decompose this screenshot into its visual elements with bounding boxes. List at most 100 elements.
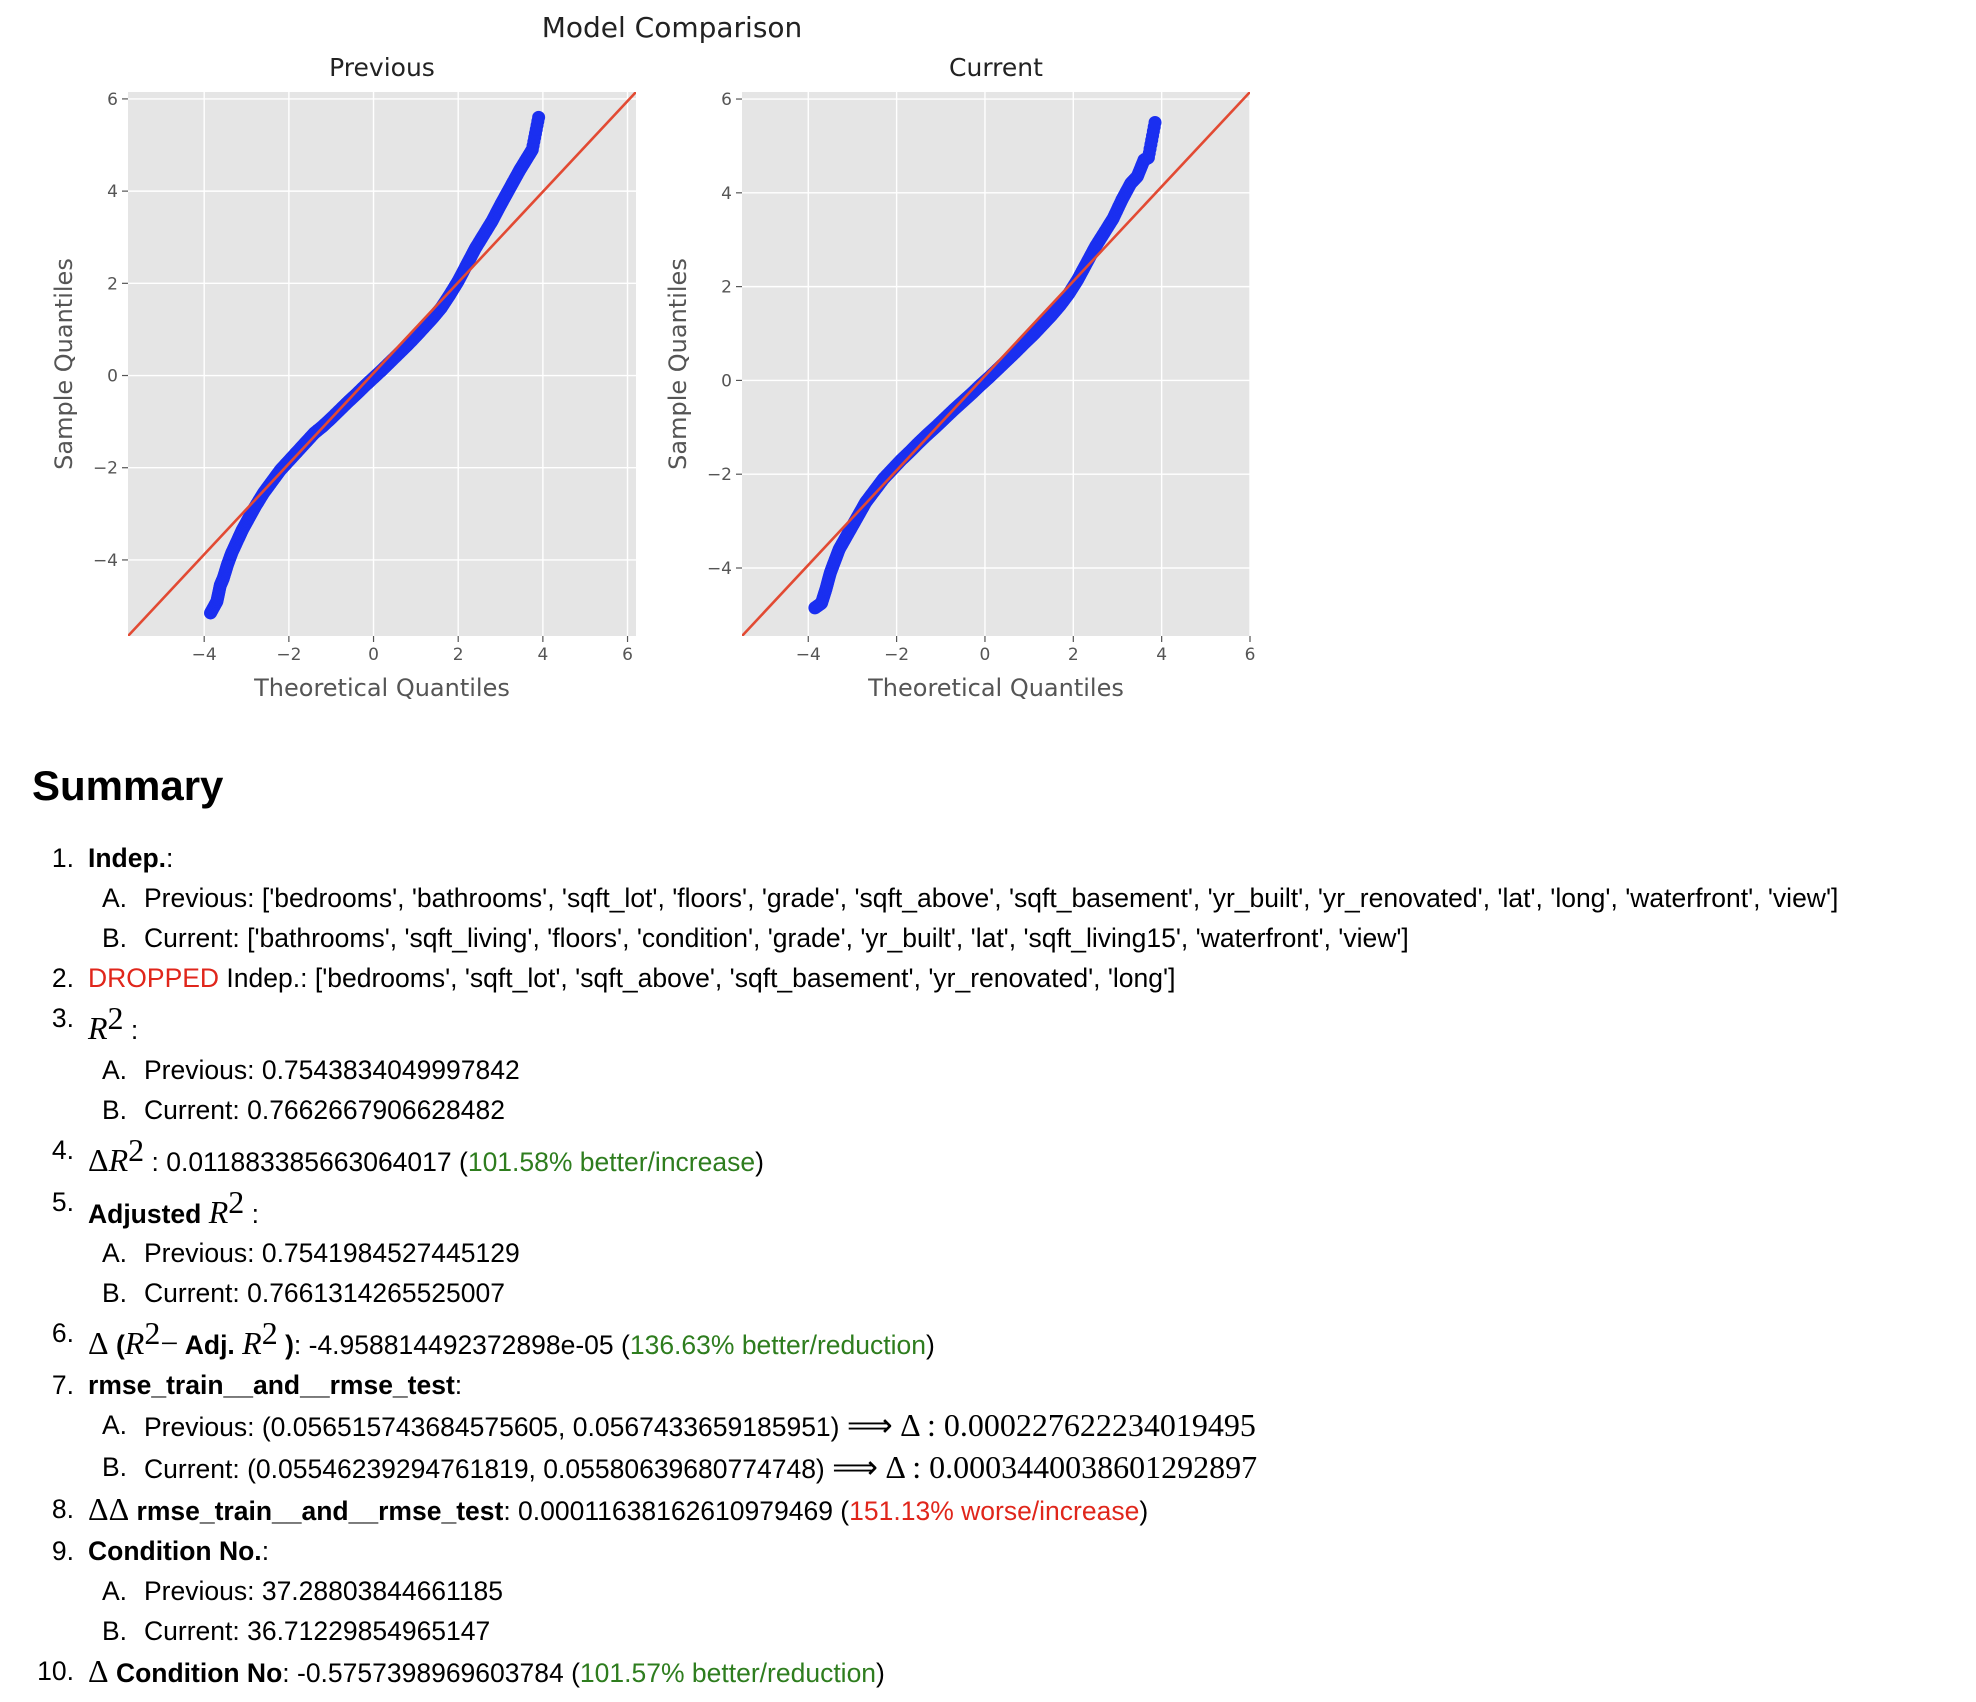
open-paren: ( <box>108 1330 125 1361</box>
list-item: 4. ΔR2 : 0.011883385663064017 (101.58% b… <box>30 1130 1960 1182</box>
item-label: Adjusted <box>88 1198 209 1229</box>
sub-item: A. Previous: (0.05651574368457560​5, 0.05… <box>88 1405 1960 1447</box>
item-number: 9. <box>51 1536 74 1567</box>
x-tick-label: −2 <box>276 645 301 665</box>
x-tick-label: −2 <box>884 645 909 665</box>
colon: : <box>166 843 174 873</box>
item-number: 10. <box>37 1656 74 1687</box>
r-symbol: R <box>242 1325 262 1362</box>
sub-list: A. Previous: ['bedrooms', 'bathrooms', 's… <box>88 878 1960 958</box>
y-tick-label: 0 <box>107 367 118 387</box>
sub-item: B. Current: 0.7662667906628482 <box>88 1090 1960 1130</box>
item-number: 1. <box>51 843 74 873</box>
item-label: rmse_train__and__rmse_test <box>129 1496 504 1527</box>
y-tick-label: 4 <box>107 182 118 202</box>
sub-list: A. Previous: 37.28803844661185 B. Current:… <box>88 1571 1960 1651</box>
reference-line <box>128 92 636 636</box>
implies-arrow: ⟹ <box>832 1449 879 1486</box>
sub-list: A. Previous: 0.7541984527445129 B. Current… <box>88 1233 1960 1313</box>
list-item: 9. Condition No.: A. Previous: 37.2880384… <box>30 1531 1960 1651</box>
change-note: 136.63% better/reduction <box>629 1330 926 1361</box>
minus-symbol: − <box>160 1325 179 1362</box>
sub-letter: A. <box>102 1238 128 1269</box>
list-item: 6. Δ (R2− Adj. R2 ): -4.958814492372898e… <box>30 1313 1960 1365</box>
x-tick-label: 6 <box>622 645 633 665</box>
sub-item: A. Previous: 37.28803844661185 <box>88 1571 1960 1611</box>
x-tick-label: 2 <box>453 645 464 665</box>
y-tick-label: −4 <box>707 559 732 579</box>
data-point <box>532 110 546 124</box>
x-tick-label: 2 <box>1068 645 1079 665</box>
data-point <box>1148 115 1162 129</box>
r-symbol: R <box>88 1009 108 1046</box>
list-item: 2. DROPPED Indep.: ['bedrooms', 'sqft_lo… <box>30 958 1960 998</box>
sub-letter: A. <box>102 883 128 913</box>
list-item: 7. rmse_train__and__rmse_test: A. Previou… <box>30 1365 1960 1489</box>
superscript: 2 <box>261 1315 278 1352</box>
sub-letter: A. <box>102 1410 128 1441</box>
list-item: 5. Adjusted R2 : A. Previous: 0.754198452… <box>30 1182 1960 1314</box>
item-number: 4. <box>51 1134 74 1165</box>
colon: : <box>123 1014 139 1045</box>
subplot-title: Previous <box>329 53 435 82</box>
sub-letter: B. <box>102 1452 128 1483</box>
sub-item: B. Current: (0.05546239294761819, 0.05580… <box>88 1447 1960 1489</box>
item-number: 2. <box>51 963 74 993</box>
colon: : <box>244 1198 260 1229</box>
delta-value: Δ : 0.000227622234019495 <box>900 1407 1256 1444</box>
sub-text: Previous: 0.7543834049997842 <box>144 1054 520 1085</box>
y-tick-label: 2 <box>721 278 732 298</box>
sub-text: Current: 36.71229854965147 <box>144 1616 491 1647</box>
summary-list: 1. Indep.: A. Previous: ['bedrooms', 'bat… <box>30 838 1960 1693</box>
change-note: 151.13% worse/increase <box>849 1496 1140 1527</box>
superscript: 2 <box>128 1131 145 1168</box>
item-number: 5. <box>51 1186 74 1217</box>
sub-letter: A. <box>102 1054 128 1085</box>
r-symbol: R <box>208 1193 229 1230</box>
x-tick-label: 0 <box>980 645 991 665</box>
change-note: 101.57% better/reduction <box>579 1658 877 1689</box>
subplot-title: Current <box>949 53 1043 82</box>
sub-text: Current: (0.05546239294761819, 0.0558063… <box>144 1454 825 1485</box>
y-tick-label: 6 <box>107 90 118 110</box>
y-tick-label: −2 <box>93 459 118 479</box>
sub-item: A. Previous: ['bedrooms', 'bathrooms', 's… <box>88 878 1960 918</box>
item-number: 7. <box>51 1370 74 1401</box>
list-item: 1. Indep.: A. Previous: ['bedrooms', 'bat… <box>30 838 1960 958</box>
item-value: : 0.00011638162610979469 ( <box>503 1496 850 1527</box>
delta-symbol: Δ <box>88 1141 109 1178</box>
sub-letter: B. <box>102 1616 128 1647</box>
x-tick-label: 4 <box>1156 645 1167 665</box>
adj-label: Adj. <box>178 1330 243 1361</box>
close-paren: ) <box>1139 1496 1149 1527</box>
item-value: : 0.011883385663064017 ( <box>144 1146 468 1177</box>
sub-text: Current: 0.7662667906628482 <box>144 1094 505 1125</box>
delta-symbol: ΔΔ <box>88 1491 130 1528</box>
sub-item: A. Previous: 0.7543834049997842 <box>88 1050 1960 1090</box>
item-label: Condition No <box>108 1658 283 1689</box>
item-label: Condition No. <box>88 1536 262 1567</box>
r-symbol: R <box>108 1141 129 1178</box>
sub-text: Current: ['bathrooms', 'sqft_living', 'f… <box>144 923 1409 953</box>
x-tick-label: 0 <box>368 645 379 665</box>
sub-item: B. Current: ['bathrooms', 'sqft_living', … <box>88 918 1960 958</box>
sub-text: Previous: (0.05651574368457560​5, 0.0567… <box>144 1412 840 1443</box>
colon: : <box>261 1536 270 1567</box>
item-number: 6. <box>51 1318 74 1349</box>
sub-letter: A. <box>102 1576 128 1607</box>
delta-value: Δ : 0.0003440038601292897 <box>885 1449 1258 1486</box>
model-comparison-figure: Model Comparison −4 −2 0 2 4 6 −4 −2 0 2 4 6 Previou… <box>50 11 1255 702</box>
sub-text: Previous: ['bedrooms', 'bathrooms', 'sqf… <box>144 883 1839 913</box>
x-tick-label: 4 <box>537 645 548 665</box>
y-tick-label: 2 <box>107 274 118 294</box>
close-paren: ) <box>755 1146 764 1177</box>
close-paren: ) <box>925 1330 935 1361</box>
sub-list: A. Previous: (0.05651574368457560​5, 0.05… <box>88 1405 1960 1489</box>
item-value: : -0.5757398969603784 ( <box>282 1658 580 1689</box>
colon: : <box>454 1370 463 1401</box>
sub-text: Current: 0.7661314265525007 <box>144 1278 505 1309</box>
list-item: 10. Δ Condition No: -0.5757398969603784 … <box>30 1651 1960 1693</box>
y-axis-label: Sample Quantiles <box>664 258 692 470</box>
delta-symbol: Δ <box>88 1653 109 1690</box>
item-value: : -4.958814492372898e-05 ( <box>293 1330 630 1361</box>
